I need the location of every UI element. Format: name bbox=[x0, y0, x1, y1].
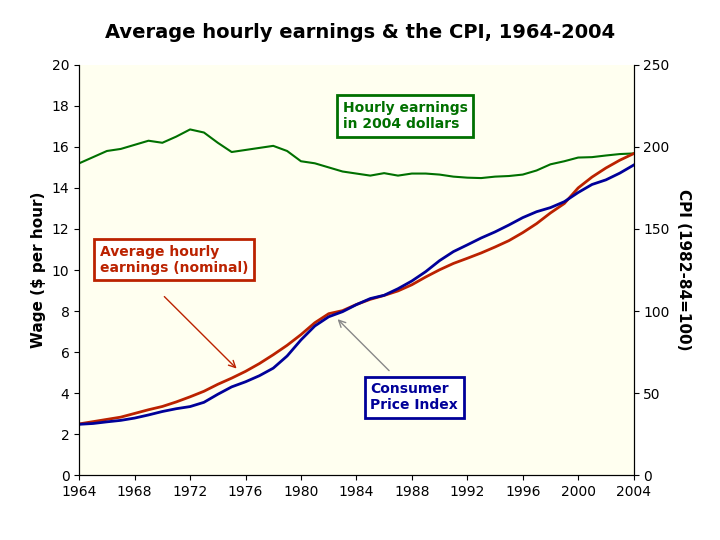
Y-axis label: Wage ($ per hour): Wage ($ per hour) bbox=[31, 192, 46, 348]
Text: Consumer
Price Index: Consumer Price Index bbox=[370, 382, 458, 413]
Text: Average hourly earnings & the CPI, 1964-2004: Average hourly earnings & the CPI, 1964-… bbox=[105, 23, 615, 42]
Text: Hourly earnings
in 2004 dollars: Hourly earnings in 2004 dollars bbox=[343, 101, 467, 131]
Y-axis label: CPI (1982-84=100): CPI (1982-84=100) bbox=[675, 189, 690, 351]
Text: Average hourly
earnings (nominal): Average hourly earnings (nominal) bbox=[100, 245, 248, 275]
